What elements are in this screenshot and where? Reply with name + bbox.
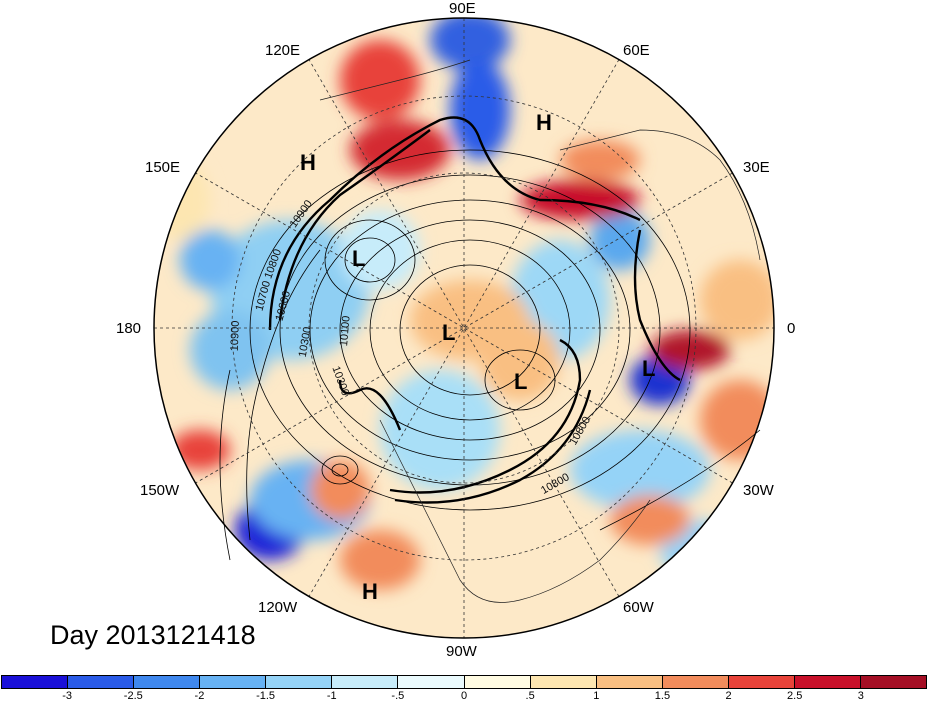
map-boundary <box>153 17 775 639</box>
colorbar-tick-label: 2.5 <box>787 690 803 702</box>
colorbar-tick-label: -.5 <box>391 690 405 702</box>
low-pressure-center: L <box>642 356 656 381</box>
colorbar-segment <box>2 676 69 688</box>
low-pressure-center: L <box>442 320 456 345</box>
colorbar <box>1 675 927 689</box>
colorbar-segment <box>530 676 597 688</box>
colorbar-segment <box>861 676 927 688</box>
colorbar-tick-label: -1 <box>326 690 337 702</box>
lon-label-0: 0 <box>787 320 796 337</box>
low-pressure-center: L <box>352 246 366 271</box>
contour-label: 10900 <box>228 320 242 352</box>
lon-label-60w: 60W <box>623 599 654 616</box>
low-pressure-center: L <box>514 369 528 394</box>
colorbar-segment <box>266 676 333 688</box>
height-contours <box>219 149 761 561</box>
lon-label-180: 180 <box>116 320 142 337</box>
colorbar-segment <box>200 676 267 688</box>
colorbar-segment <box>464 676 531 688</box>
colorbar-segment <box>398 676 465 688</box>
colorbar-tick-label: -3 <box>62 690 73 702</box>
high-pressure-center: H <box>300 150 316 175</box>
lon-label-90e: 90E <box>449 0 476 17</box>
lon-label-30e: 30E <box>743 159 770 176</box>
high-pressure-center: H <box>536 110 552 135</box>
colorbar-tick-label: 1.5 <box>654 690 671 702</box>
colorbar-segment <box>794 676 862 688</box>
colorbar-tick-label: 3 <box>857 690 864 702</box>
colorbar-tick-label: 2 <box>725 690 732 702</box>
lon-label-90w: 90W <box>446 643 477 660</box>
colorbar-segment <box>332 676 399 688</box>
lon-label-60e: 60E <box>623 42 650 59</box>
anomaly-field <box>154 18 774 638</box>
colorbar-segment <box>596 676 663 688</box>
colorbar-tick-label: .5 <box>525 690 535 702</box>
colorbar-tick-label: -1.5 <box>256 690 276 702</box>
colorbar-tick-label: -2.5 <box>123 690 143 702</box>
coastlines <box>319 59 761 603</box>
colorbar-tick-label: -2 <box>194 690 205 702</box>
jet-streams <box>268 116 681 504</box>
colorbar-segment <box>68 676 135 688</box>
lon-label-120w: 120W <box>258 599 298 616</box>
graticule <box>154 18 774 638</box>
lon-label-150e: 150E <box>145 159 181 176</box>
high-pressure-center: H <box>362 579 378 604</box>
lon-label-30w: 30W <box>743 482 774 499</box>
map-title: Day 2013121418 <box>50 620 256 650</box>
colorbar-tick-label: 1 <box>593 690 600 702</box>
colorbar-tick-label: 0 <box>460 690 468 702</box>
colorbar-segment <box>662 676 729 688</box>
colorbar-segment <box>134 676 201 688</box>
colorbar-segment <box>728 676 795 688</box>
lon-label-150w: 150W <box>140 482 180 499</box>
lon-label-120e: 120E <box>265 42 301 59</box>
